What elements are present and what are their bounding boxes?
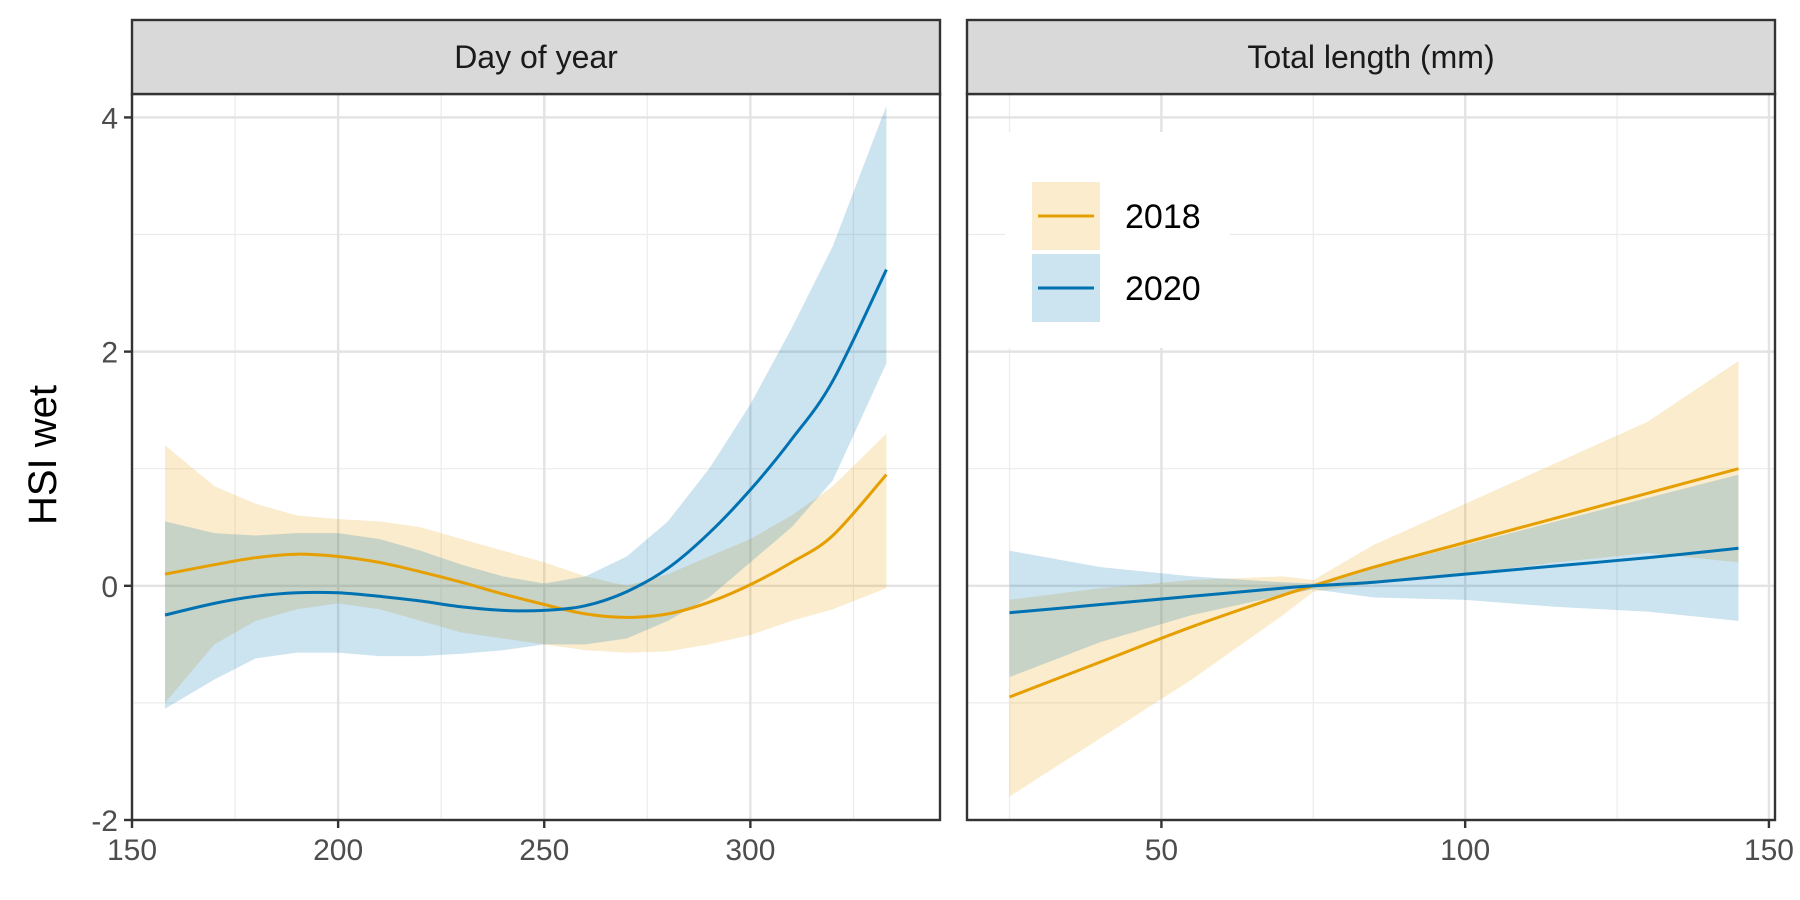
series-line-2018 [164,473,888,619]
panels: Day of year 150 200 250 300 -2 0 2 4 Total length… [91,18,1794,867]
series-line-2018 [1008,467,1739,699]
y-axis-title: HSI wet [21,385,65,525]
strip-label: Total length (mm) [1247,39,1494,75]
x-tick-label: 300 [725,834,775,867]
strip-label: Day of year [454,39,618,75]
legend-background [1005,132,1230,348]
x-tick-label: 250 [519,834,569,867]
strip-background [130,18,942,96]
y-tick-label: -2 [91,805,118,838]
ribbon-2020 [1009,474,1739,678]
ribbon-2018 [1009,361,1739,797]
legend-item-2020: 2020 [1032,254,1201,322]
x-tick-label: 150 [1744,834,1794,867]
x-tick-label: 200 [313,834,363,867]
y-tick-label: 0 [101,571,118,604]
series-line-2020 [1009,546,1739,615]
panel-total-length-mm: Total length (mm) 50 100 150 [965,18,1794,867]
legend-label: 2020 [1125,270,1201,308]
panel-day-of-year: Day of year 150 200 250 300 -2 0 2 4 [91,18,942,867]
legend-label: 2018 [1125,198,1201,236]
legend-item-2018: 2018 [1032,182,1201,250]
series-line-2020 [164,268,888,617]
y-tick-label: 4 [101,102,118,135]
ribbon-2018 [165,433,887,703]
y-tick-label: 2 [101,337,118,370]
legend: 2018 2020 [1005,132,1230,348]
x-tick-label: 150 [107,834,157,867]
plot-background [132,94,940,820]
x-tick-label: 100 [1440,834,1490,867]
x-tick-label: 50 [1145,834,1178,867]
strip-background [965,18,1777,96]
